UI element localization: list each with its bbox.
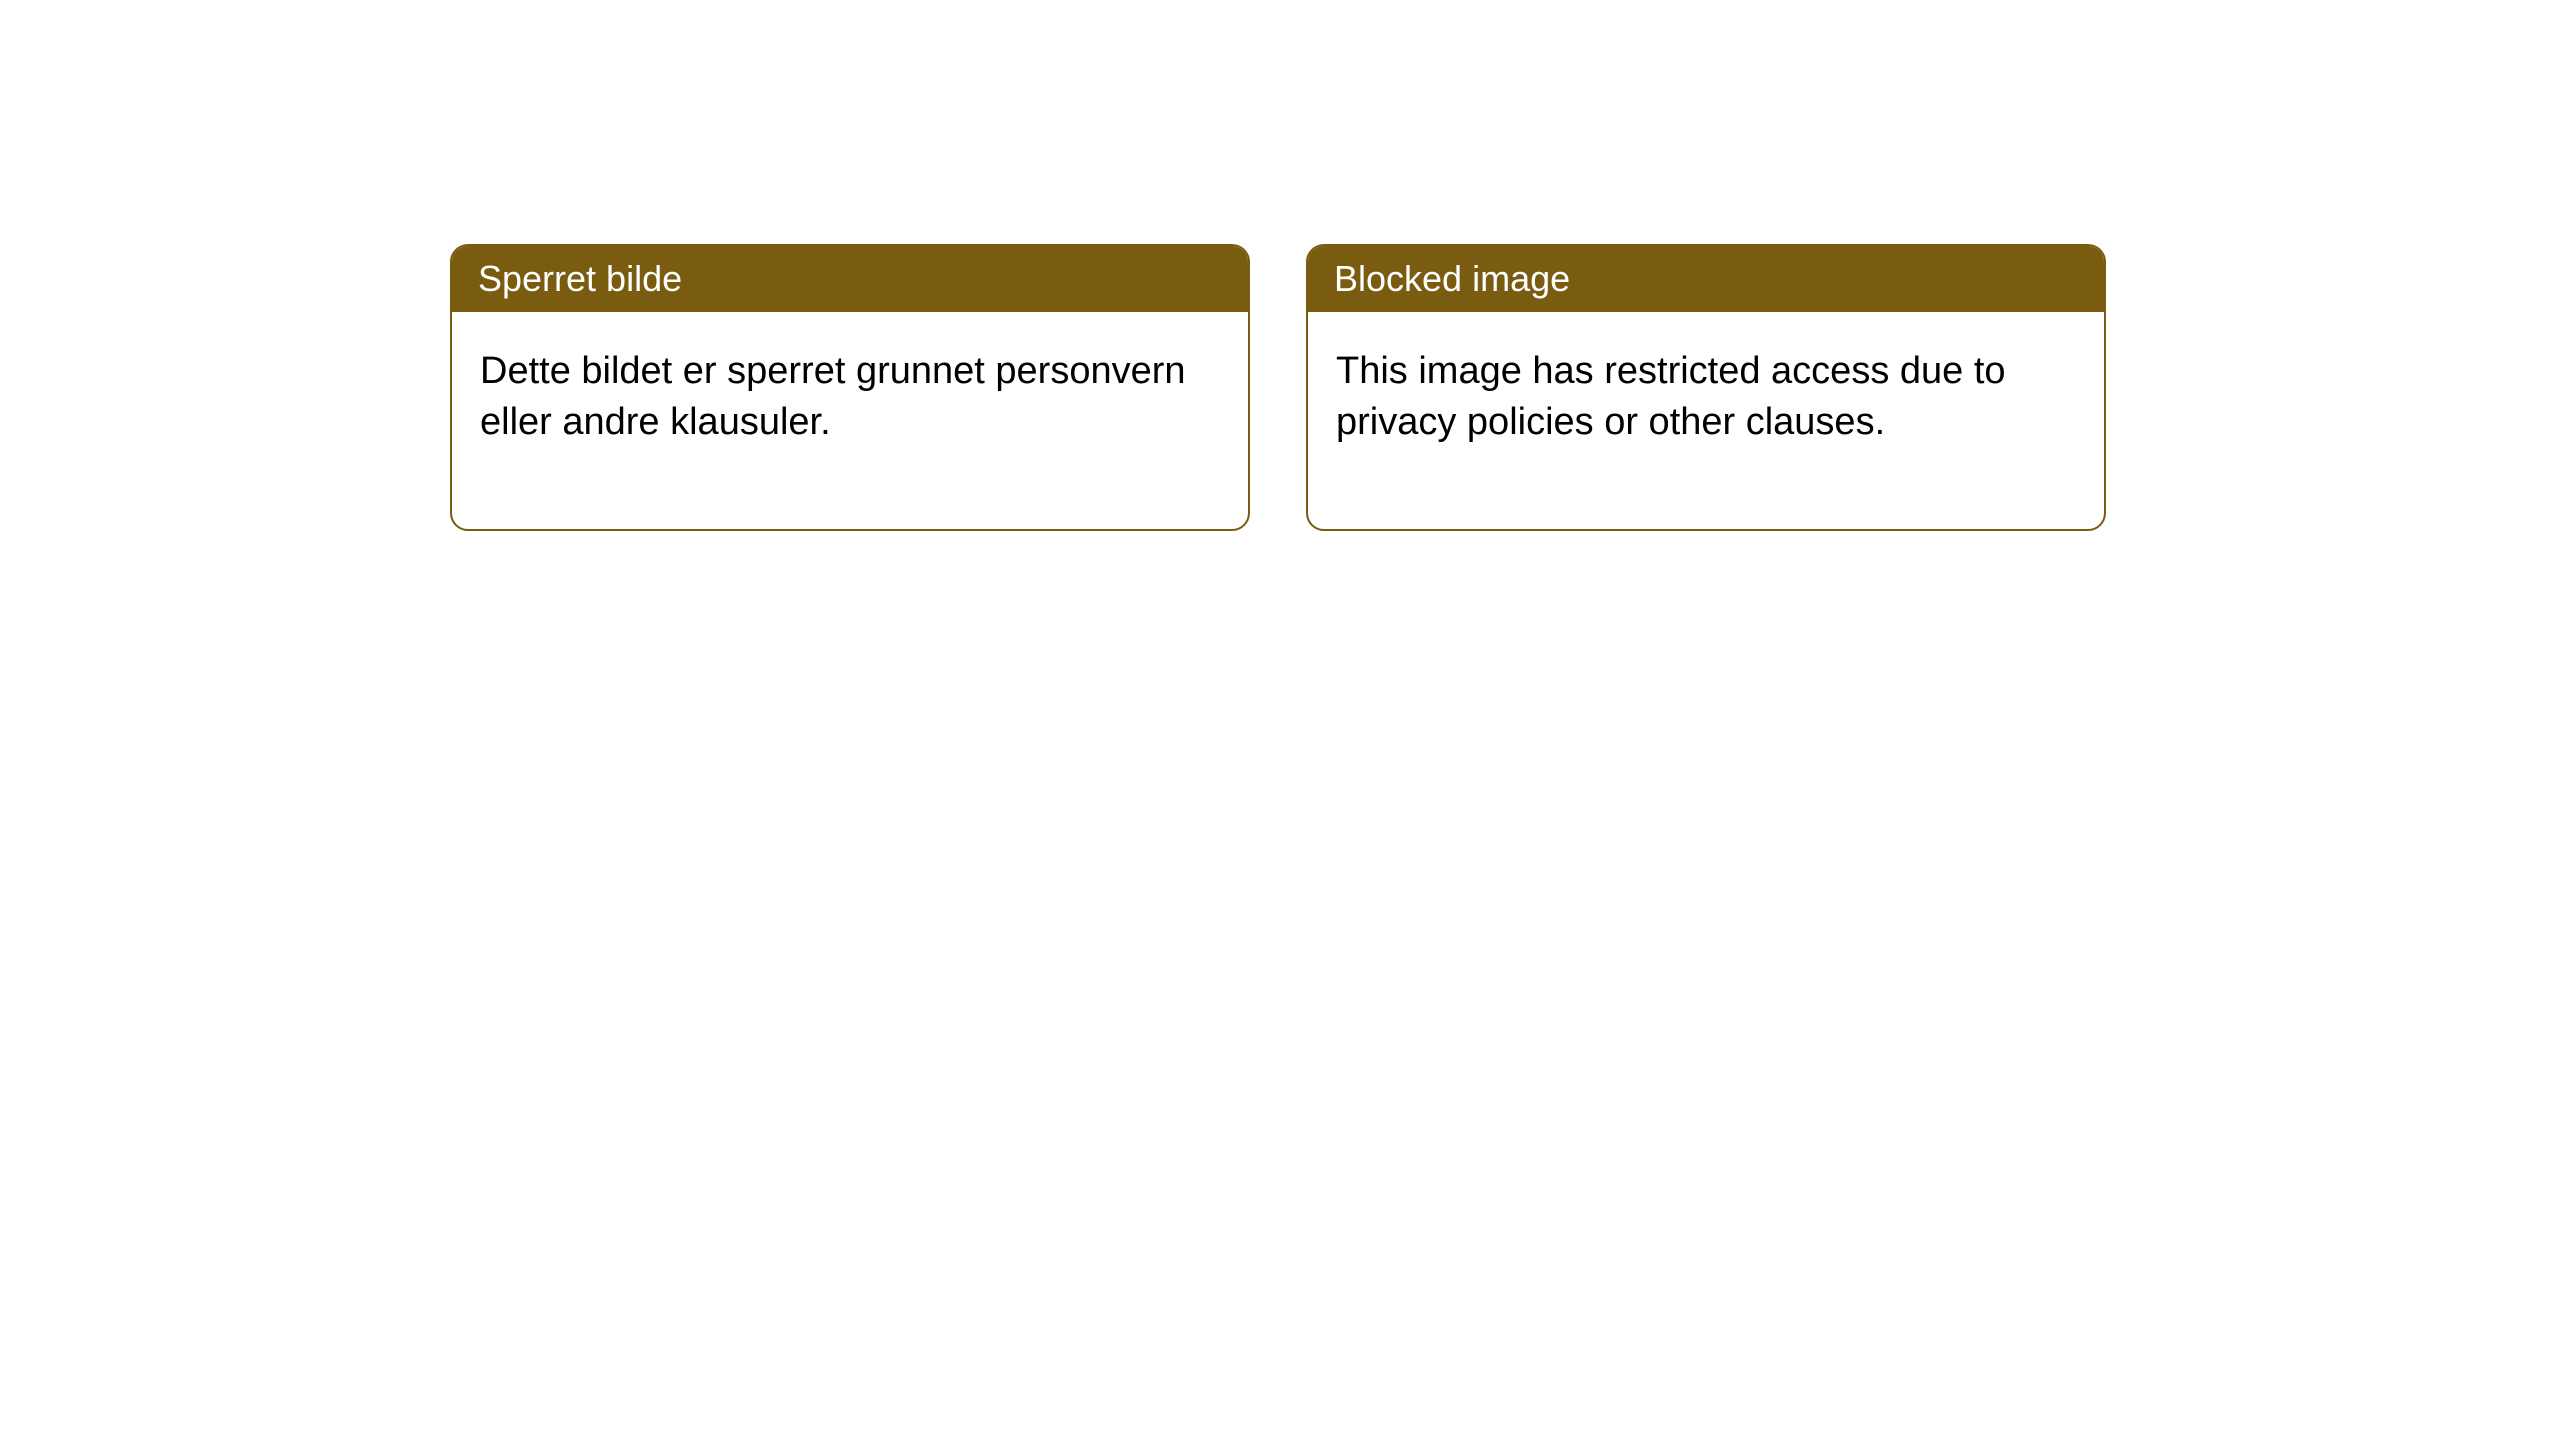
card-body-text: This image has restricted access due to … [1336, 350, 2006, 443]
card-header-text: Sperret bilde [478, 258, 682, 299]
card-header-text: Blocked image [1334, 258, 1570, 299]
card-body-text: Dette bildet er sperret grunnet personve… [480, 350, 1186, 443]
notice-cards-container: Sperret bilde Dette bildet er sperret gr… [450, 244, 2106, 531]
card-body: Dette bildet er sperret grunnet personve… [452, 312, 1248, 529]
notice-card-norwegian: Sperret bilde Dette bildet er sperret gr… [450, 244, 1250, 531]
card-header: Sperret bilde [452, 246, 1248, 312]
card-body: This image has restricted access due to … [1308, 312, 2104, 529]
card-header: Blocked image [1308, 246, 2104, 312]
notice-card-english: Blocked image This image has restricted … [1306, 244, 2106, 531]
